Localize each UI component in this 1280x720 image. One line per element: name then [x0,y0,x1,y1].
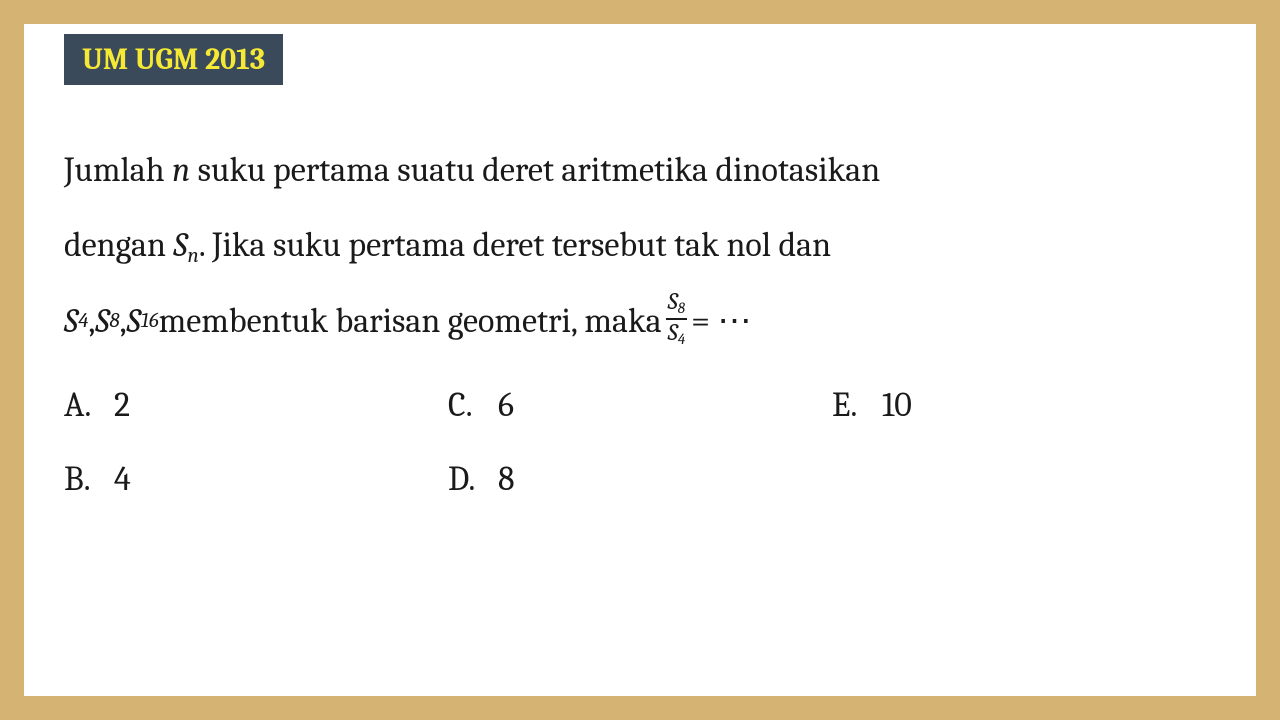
subscript-4: 4 [78,299,88,343]
text: . Jika suku pertama deret tersebut tak n… [199,225,831,265]
source-badge: UM UGM 2013 [64,34,283,85]
option-label: C. [448,385,476,425]
variable-S: S [668,319,678,347]
variable-n: n [172,150,190,190]
option-value: 6 [498,385,514,425]
option-label: E. [832,385,860,425]
variable-S4: S [64,286,78,357]
subscript-n: n [188,244,199,268]
text: dengan [64,225,173,265]
variable-S8: S [95,286,109,357]
question-text: Jumlah n suku pertama suatu deret aritme… [64,135,1216,357]
variable-S: S [668,288,678,316]
option-d: D. 8 [448,459,832,499]
option-value: 2 [114,385,130,425]
subscript-16: 16 [141,299,159,343]
equals-ellipsis: = ⋯ [691,286,751,357]
fraction-denominator: S4 [666,320,688,348]
subscript-8: 8 [678,300,685,318]
variable-S: S [173,225,187,265]
fraction: S8S4 [666,290,688,348]
option-label: D. [448,459,476,499]
text: Jumlah [64,150,172,190]
option-label: A. [64,385,92,425]
option-label: B. [64,459,92,499]
text: membentuk barisan geometri, maka [159,286,662,357]
question-line-3: S4, S8, S16 membentuk barisan geometri, … [64,286,1216,357]
question-line-2: dengan Sn. Jika suku pertama deret terse… [64,210,1216,281]
separator: , [120,286,127,357]
option-b: B. 4 [64,459,448,499]
option-value: 8 [498,459,515,499]
option-e: E. 10 [832,385,1216,425]
option-a: A. 2 [64,385,448,425]
option-value: 4 [114,459,131,499]
question-line-1: Jumlah n suku pertama suatu deret aritme… [64,135,1216,206]
answer-options: A. 2 C. 6 E. 10 B. 4 D. 8 [64,385,1216,499]
variable-S16: S [127,286,141,357]
option-value: 10 [882,385,912,425]
subscript-8: 8 [109,299,119,343]
subscript-4: 4 [678,331,685,349]
question-card: UM UGM 2013 Jumlah n suku pertama suatu … [24,24,1256,696]
option-c: C. 6 [448,385,832,425]
text: suku pertama suatu deret aritmetika dino… [190,150,880,190]
fraction-numerator: S8 [666,290,688,320]
